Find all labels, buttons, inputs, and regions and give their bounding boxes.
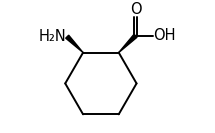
Polygon shape — [66, 35, 83, 53]
Polygon shape — [119, 34, 137, 53]
Text: OH: OH — [153, 28, 176, 43]
Text: O: O — [130, 2, 141, 17]
Text: H₂N: H₂N — [39, 29, 66, 44]
